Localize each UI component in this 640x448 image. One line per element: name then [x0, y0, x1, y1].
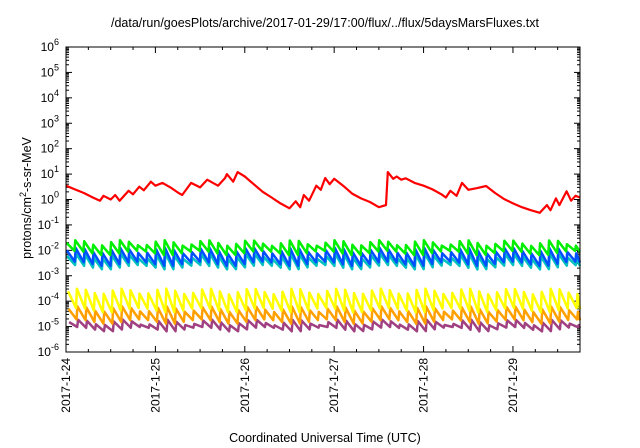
y-tick-exponent: -2	[51, 240, 59, 250]
x-tick-label: 2017-1-27	[327, 358, 341, 413]
y-tick-label: 106	[41, 37, 59, 54]
y-tick-base: 10	[38, 243, 52, 257]
y-tick-base: 10	[38, 269, 52, 283]
x-tick-label: 2017-1-24	[59, 358, 73, 413]
channel-line-blue	[65, 246, 582, 268]
y-tick-label: 100	[41, 190, 59, 207]
y-tick-exponent: 0	[54, 190, 59, 200]
y-tick-exponent: -6	[51, 342, 59, 352]
y-axis-label-superscript: 2	[18, 192, 28, 197]
y-tick-base: 10	[38, 320, 52, 334]
x-tick-label: 2017-1-26	[238, 358, 252, 413]
y-tick-exponent: -1	[51, 215, 59, 225]
x-tick-label: 2017-1-28	[417, 358, 431, 413]
y-tick-label: 10-3	[38, 266, 59, 283]
series-layer	[65, 171, 581, 214]
series-line-red	[65, 171, 581, 214]
y-axis-label-main: protons/cm	[20, 197, 34, 259]
y-tick-base: 10	[41, 116, 55, 130]
y-tick-exponent: -4	[51, 291, 59, 301]
y-axis-label-rest: -s-sr-MeV	[20, 136, 34, 192]
y-tick-exponent: 2	[54, 139, 59, 149]
y-tick-base: 10	[38, 294, 52, 308]
y-tick-label: 105	[41, 62, 59, 79]
y-tick-exponent: 3	[54, 113, 59, 123]
y-tick-label: 103	[41, 113, 59, 130]
y-tick-label: 102	[41, 139, 59, 156]
y-tick-base: 10	[41, 193, 55, 207]
channel-line-green	[65, 238, 582, 257]
y-tick-base: 10	[38, 345, 52, 359]
plot-frame	[65, 46, 581, 353]
y-tick-exponent: -5	[51, 317, 59, 327]
y-tick-exponent: 6	[54, 37, 59, 47]
y-tick-label: 10-1	[38, 215, 59, 232]
y-axis-ticks: 10-610-510-410-310-210-11001011021031041…	[38, 37, 580, 359]
y-tick-label: 104	[41, 88, 59, 105]
x-tick-label: 2017-1-29	[506, 358, 520, 413]
y-axis-label: protons/cm2-s-sr-MeV	[18, 136, 34, 258]
channel-line-yellow	[66, 287, 582, 314]
channel-line-purple	[68, 318, 582, 333]
channel-flux-lines	[65, 238, 582, 333]
y-tick-label: 10-2	[38, 240, 59, 257]
y-tick-label: 10-5	[38, 317, 59, 334]
y-tick-label: 101	[41, 164, 59, 181]
y-tick-base: 10	[41, 65, 55, 79]
y-tick-exponent: -3	[51, 266, 59, 276]
y-tick-label: 10-4	[38, 291, 59, 308]
y-tick-base: 10	[41, 91, 55, 105]
x-axis-label: Coordinated Universal Time (UTC)	[229, 431, 421, 445]
y-tick-exponent: 5	[54, 62, 59, 72]
y-tick-base: 10	[38, 218, 52, 232]
channel-line-orange	[67, 305, 582, 325]
y-tick-label: 10-6	[38, 342, 59, 359]
x-tick-label: 2017-1-25	[148, 358, 162, 413]
y-tick-base: 10	[41, 167, 55, 181]
x-axis-ticks: 2017-1-24 2017-1-25 2017-1-26 2017-1-27 2017…	[59, 47, 559, 413]
y-tick-base: 10	[41, 40, 55, 54]
y-tick-base: 10	[41, 142, 55, 156]
chart-title: /data/run/goesPlots/archive/2017-01-29/1…	[111, 16, 540, 30]
y-tick-exponent: 1	[54, 164, 59, 174]
y-tick-exponent: 4	[54, 88, 59, 98]
